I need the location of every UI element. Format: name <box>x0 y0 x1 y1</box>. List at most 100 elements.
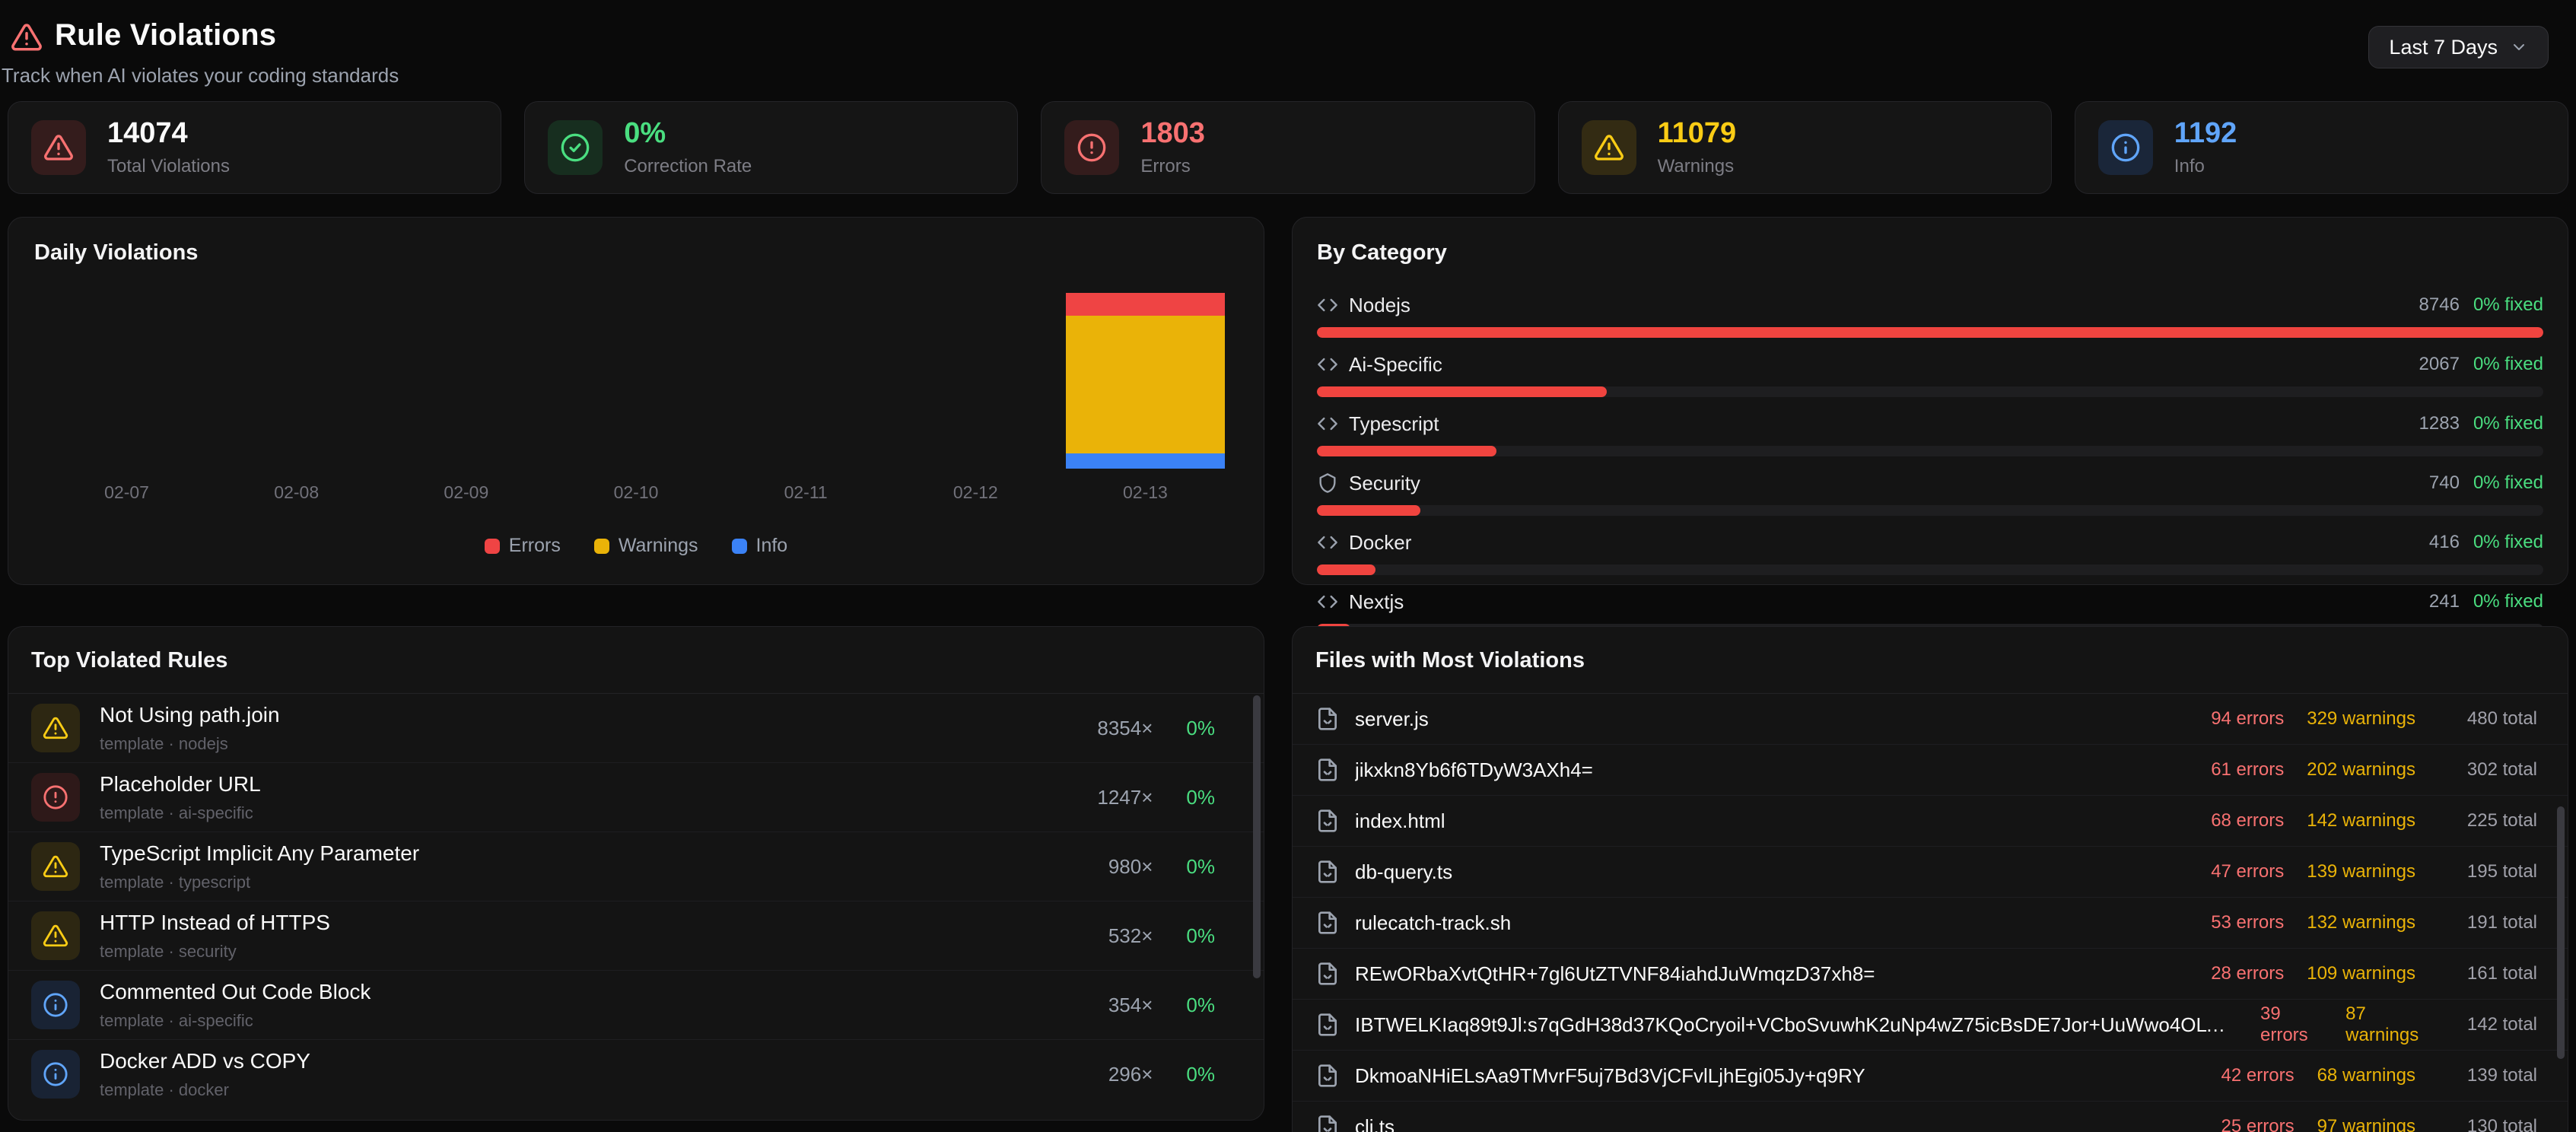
stat-value: 11079 <box>1658 118 1737 150</box>
file-errors: 39 errors <box>2260 1003 2323 1046</box>
rule-meta: template · security <box>100 942 330 962</box>
by-category-panel: By Category Nodejs 8746 0% fixed Ai-Spec… <box>1292 217 2568 585</box>
file-row[interactable]: jikxkn8Yb6f6TDyW3AXh4= 61 errors 202 war… <box>1293 745 2568 796</box>
legend-label: Errors <box>509 535 561 557</box>
code-icon <box>1317 354 1338 375</box>
code-icon <box>1317 413 1338 434</box>
stat-value: 1192 <box>2174 118 2237 150</box>
category-row-security[interactable]: Security 740 0% fixed <box>1317 469 2543 516</box>
file-code-icon <box>1315 809 1340 833</box>
file-code-icon <box>1315 860 1340 884</box>
file-errors: 94 errors <box>2211 708 2284 730</box>
stat-value: 14074 <box>107 118 230 150</box>
rule-title: Commented Out Code Block <box>100 980 370 1004</box>
file-row[interactable]: IBTWELKIaq89t9Jl:s7qGdH38d37KQoCryoil+VC… <box>1293 1000 2568 1051</box>
legend-label: Info <box>756 535 788 557</box>
chart-legend: Errors Warnings Info <box>8 535 1264 557</box>
errors-swatch <box>485 539 500 554</box>
x-tick-label: 02-07 <box>104 482 149 503</box>
file-errors: 68 errors <box>2211 810 2284 832</box>
alert-circle-icon <box>31 773 80 822</box>
bar-column-02-12 <box>891 288 1061 469</box>
rule-row[interactable]: Not Using path.join template · nodejs 83… <box>8 694 1264 763</box>
legend-item-warnings[interactable]: Warnings <box>594 535 698 557</box>
stat-label: Correction Rate <box>624 156 752 177</box>
legend-item-info[interactable]: Info <box>732 535 788 557</box>
stacked-bar-chart <box>42 288 1230 469</box>
stat-label: Errors <box>1140 156 1205 177</box>
warning-triangle-icon <box>1582 120 1636 175</box>
file-row[interactable]: DkmoaNHiELsAa9TMvrF5uj7Bd3VjCFvlLjhEgi05… <box>1293 1051 2568 1102</box>
file-errors: 47 errors <box>2211 861 2284 882</box>
info-swatch <box>732 539 747 554</box>
file-warnings: 202 warnings <box>2307 759 2415 781</box>
file-row[interactable]: db-query.ts 47 errors 139 warnings 195 t… <box>1293 847 2568 898</box>
scrollbar-thumb[interactable] <box>2557 806 2565 1059</box>
stat-label: Warnings <box>1658 156 1737 177</box>
bar-column-02-07 <box>42 288 211 469</box>
file-total: 161 total <box>2438 963 2537 984</box>
file-row[interactable]: REwORbaXvtQtHR+7gl6UtZTVNF84iahdJuWmqzD3… <box>1293 949 2568 1000</box>
rule-row[interactable]: HTTP Instead of HTTPS template · securit… <box>8 901 1264 971</box>
file-row[interactable]: index.html 68 errors 142 warnings 225 to… <box>1293 796 2568 847</box>
category-bar-track <box>1317 446 2543 456</box>
panel-title: Top Violated Rules <box>8 648 1264 673</box>
rule-row[interactable]: Commented Out Code Block template · ai-s… <box>8 971 1264 1040</box>
file-row[interactable]: cli.ts 25 errors 97 warnings 130 total <box>1293 1102 2568 1132</box>
category-row-docker[interactable]: Docker 416 0% fixed <box>1317 529 2543 575</box>
file-errors: 61 errors <box>2211 759 2284 781</box>
rule-title: TypeScript Implicit Any Parameter <box>100 841 419 866</box>
stat-label: Info <box>2174 156 2237 177</box>
info-circle-icon <box>2098 120 2153 175</box>
rule-meta: template · nodejs <box>100 734 280 754</box>
file-warnings: 87 warnings <box>2345 1003 2430 1046</box>
file-name: REwORbaXvtQtHR+7gl6UtZTVNF84iahdJuWmqzD3… <box>1355 962 1875 986</box>
file-total: 195 total <box>2438 861 2537 882</box>
file-code-icon <box>1315 1013 1340 1037</box>
file-name: rulecatch-track.sh <box>1355 911 1511 935</box>
file-name: jikxkn8Yb6f6TDyW3AXh4= <box>1355 758 1593 782</box>
warning-triangle-icon <box>31 842 80 891</box>
rule-row[interactable]: Placeholder URL template · ai-specific 1… <box>8 763 1264 832</box>
rules-list: Not Using path.join template · nodejs 83… <box>8 693 1264 1108</box>
category-row-ai-specific[interactable]: Ai-Specific 2067 0% fixed <box>1317 351 2543 397</box>
file-total: 225 total <box>2438 810 2537 832</box>
category-row-typescript[interactable]: Typescript 1283 0% fixed <box>1317 410 2543 456</box>
file-row[interactable]: server.js 94 errors 329 warnings 480 tot… <box>1293 694 2568 745</box>
rule-percent: 0% <box>1186 1063 1215 1086</box>
bar-column-02-13 <box>1061 288 1230 469</box>
stat-value: 1803 <box>1140 118 1205 150</box>
code-icon <box>1317 532 1338 553</box>
warnings-swatch <box>594 539 609 554</box>
category-name: Nextjs <box>1349 590 1404 614</box>
info-circle-icon <box>31 1050 80 1099</box>
rule-meta: template · docker <box>100 1080 310 1100</box>
category-name: Docker <box>1349 531 1411 555</box>
rule-row[interactable]: TypeScript Implicit Any Parameter templa… <box>8 832 1264 901</box>
category-fixed: 0% fixed <box>2473 532 2543 553</box>
x-tick-label: 02-11 <box>784 482 828 503</box>
category-fixed: 0% fixed <box>2473 472 2543 494</box>
x-tick-label: 02-09 <box>444 482 488 503</box>
category-fixed: 0% fixed <box>2473 591 2543 612</box>
x-tick-label: 02-12 <box>953 482 998 503</box>
date-range-dropdown[interactable]: Last 7 Days <box>2368 26 2549 68</box>
daily-violations-panel: Daily Violations 02-0702-0802-0902-1002-… <box>8 217 1264 585</box>
category-bar-track <box>1317 386 2543 397</box>
rule-count: 296× <box>1108 1063 1153 1086</box>
scrollbar-thumb[interactable] <box>1253 695 1261 978</box>
rule-row[interactable]: Docker ADD vs COPY template · docker 296… <box>8 1040 1264 1108</box>
date-range-value: Last 7 Days <box>2389 36 2498 59</box>
legend-item-errors[interactable]: Errors <box>485 535 561 557</box>
code-icon <box>1317 294 1338 316</box>
file-total: 480 total <box>2438 708 2537 730</box>
category-fixed: 0% fixed <box>2473 413 2543 434</box>
stat-label: Total Violations <box>107 156 230 177</box>
file-row[interactable]: rulecatch-track.sh 53 errors 132 warning… <box>1293 898 2568 949</box>
x-tick-label: 02-10 <box>614 482 659 503</box>
file-warnings: 329 warnings <box>2307 708 2415 730</box>
stats-row: 14074 Total Violations 0% Correction Rat… <box>8 101 2568 194</box>
rule-meta: template · typescript <box>100 873 419 892</box>
check-circle-icon <box>548 120 603 175</box>
category-row-nodejs[interactable]: Nodejs 8746 0% fixed <box>1317 291 2543 338</box>
